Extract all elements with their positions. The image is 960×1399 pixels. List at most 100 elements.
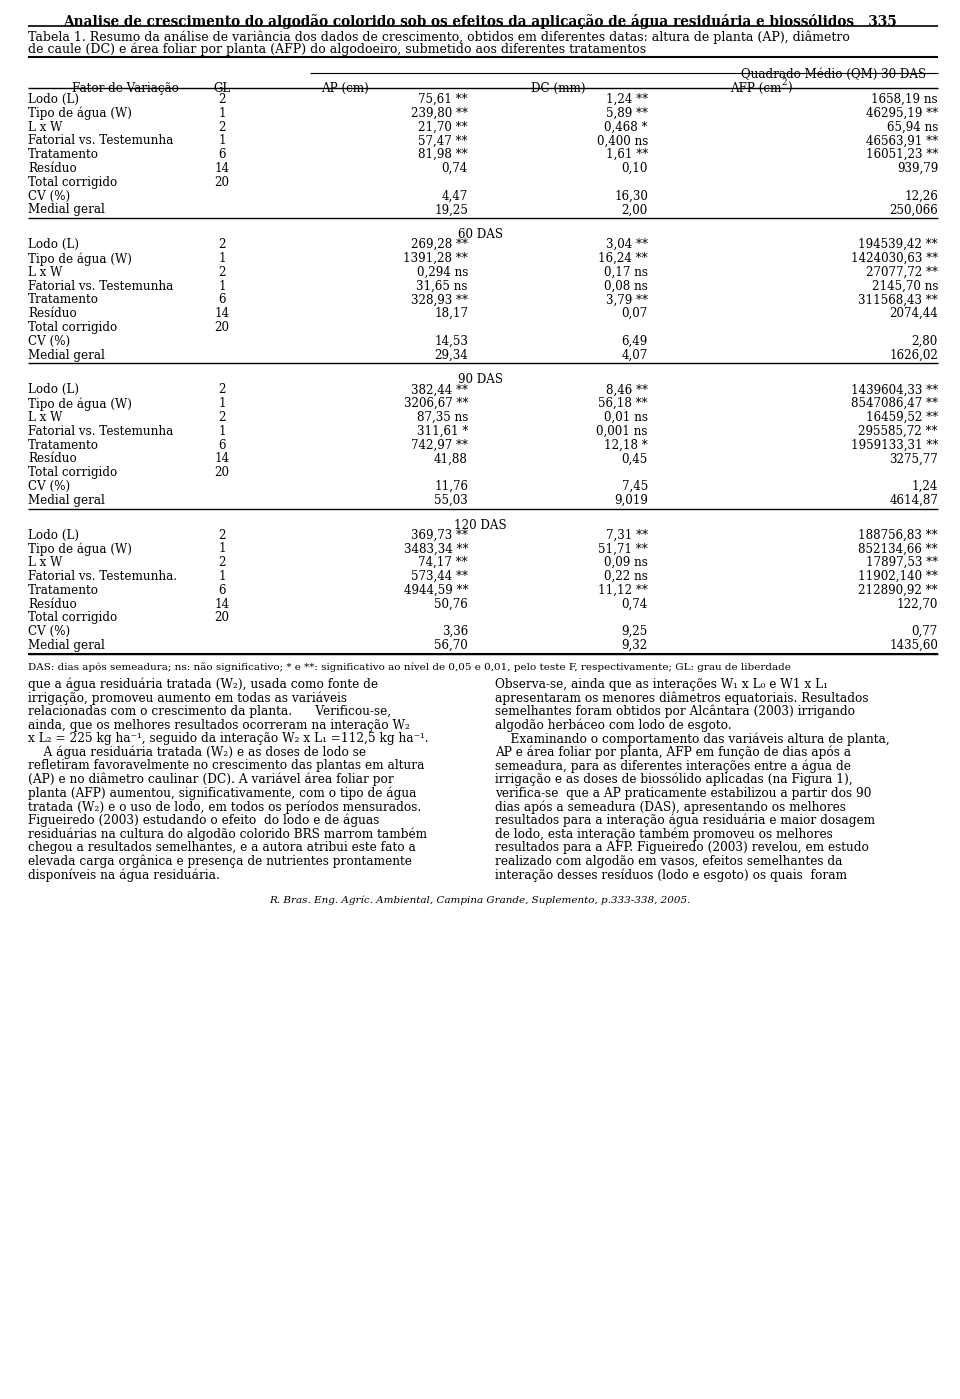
Text: AP e área foliar por planta, AFP em função de dias após a: AP e área foliar por planta, AFP em funç… — [495, 746, 852, 760]
Text: 46295,19 **: 46295,19 ** — [866, 106, 938, 120]
Text: 1391,28 **: 1391,28 ** — [403, 252, 468, 264]
Text: 14: 14 — [214, 452, 229, 466]
Text: Observa-se, ainda que as interações W₁ x L₀ e W1 x L₁: Observa-se, ainda que as interações W₁ x… — [495, 677, 828, 691]
Text: ): ) — [787, 83, 792, 95]
Text: 55,03: 55,03 — [434, 494, 468, 506]
Text: Tabela 1. Resumo da análise de variância dos dados de crescimento, obtidos em di: Tabela 1. Resumo da análise de variância… — [28, 31, 850, 45]
Text: 6: 6 — [218, 439, 226, 452]
Text: 369,73 **: 369,73 ** — [411, 529, 468, 541]
Text: dias após a semeadura (DAS), apresentando os melhores: dias após a semeadura (DAS), apresentand… — [495, 800, 846, 814]
Text: interação desses resíduos (lodo e esgoto) os quais  foram: interação desses resíduos (lodo e esgoto… — [495, 869, 847, 881]
Text: 1424030,63 **: 1424030,63 ** — [851, 252, 938, 264]
Text: Resíduo: Resíduo — [28, 308, 77, 320]
Text: 60 DAS: 60 DAS — [458, 228, 502, 241]
Text: L x W: L x W — [28, 120, 62, 133]
Text: Tratamento: Tratamento — [28, 439, 99, 452]
Text: 0,10: 0,10 — [622, 162, 648, 175]
Text: 6: 6 — [218, 294, 226, 306]
Text: 5,89 **: 5,89 ** — [606, 106, 648, 120]
Text: Total corrigido: Total corrigido — [28, 320, 117, 334]
Text: 1: 1 — [218, 134, 226, 147]
Text: 0,001 ns: 0,001 ns — [596, 425, 648, 438]
Text: 19,25: 19,25 — [434, 203, 468, 217]
Text: DC (mm): DC (mm) — [531, 83, 586, 95]
Text: 4944,59 **: 4944,59 ** — [403, 583, 468, 597]
Text: 1: 1 — [218, 569, 226, 583]
Text: 0,400 ns: 0,400 ns — [596, 134, 648, 147]
Text: Medial geral: Medial geral — [28, 494, 105, 506]
Text: algodão herbáceo com lodo de esgoto.: algodão herbáceo com lodo de esgoto. — [495, 719, 732, 732]
Text: 56,70: 56,70 — [434, 639, 468, 652]
Text: 2: 2 — [218, 238, 226, 252]
Text: 2: 2 — [218, 383, 226, 396]
Text: 2: 2 — [781, 78, 786, 87]
Text: de caule (DC) e área foliar por planta (AFP) do algodoeiro, submetido aos difere: de caule (DC) e área foliar por planta (… — [28, 43, 646, 56]
Text: 20: 20 — [214, 176, 229, 189]
Text: CV (%): CV (%) — [28, 480, 70, 492]
Text: 20: 20 — [214, 611, 229, 624]
Text: 573,44 **: 573,44 ** — [411, 569, 468, 583]
Text: Lodo (L): Lodo (L) — [28, 529, 79, 541]
Text: 1658,19 ns: 1658,19 ns — [872, 92, 938, 106]
Text: Fatorial vs. Testemunha: Fatorial vs. Testemunha — [28, 134, 173, 147]
Text: Figueiredo (2003) estudando o efeito  do lodo e de águas: Figueiredo (2003) estudando o efeito do … — [28, 814, 379, 827]
Text: 2: 2 — [218, 266, 226, 278]
Text: Tipo de água (W): Tipo de água (W) — [28, 252, 132, 266]
Text: 0,22 ns: 0,22 ns — [604, 569, 648, 583]
Text: verifica-se  que a AP praticamente estabilizou a partir dos 90: verifica-se que a AP praticamente estabi… — [495, 786, 872, 800]
Text: AP (cm): AP (cm) — [322, 83, 369, 95]
Text: 3206,67 **: 3206,67 ** — [403, 397, 468, 410]
Text: 0,45: 0,45 — [622, 452, 648, 466]
Text: 295585,72 **: 295585,72 ** — [858, 425, 938, 438]
Text: 51,71 **: 51,71 ** — [598, 543, 648, 555]
Text: resultados para a AFP. Figueiredo (2003) revelou, em estudo: resultados para a AFP. Figueiredo (2003)… — [495, 841, 869, 853]
Text: 9,32: 9,32 — [622, 639, 648, 652]
Text: R. Bras. Eng. Agríc. Ambiental, Campina Grande, Suplemento, p.333-338, 2005.: R. Bras. Eng. Agríc. Ambiental, Campina … — [270, 895, 690, 905]
Text: Lodo (L): Lodo (L) — [28, 92, 79, 106]
Text: 27077,72 **: 27077,72 ** — [866, 266, 938, 278]
Text: 2,00: 2,00 — [622, 203, 648, 217]
Text: 2: 2 — [218, 120, 226, 133]
Text: 75,61 **: 75,61 ** — [419, 92, 468, 106]
Text: 1,24 **: 1,24 ** — [606, 92, 648, 106]
Text: 0,468 *: 0,468 * — [605, 120, 648, 133]
Text: 3,36: 3,36 — [442, 625, 468, 638]
Text: Tratamento: Tratamento — [28, 294, 99, 306]
Text: Fatorial vs. Testemunha: Fatorial vs. Testemunha — [28, 425, 173, 438]
Text: semelhantes foram obtidos por Alcântara (2003) irrigando: semelhantes foram obtidos por Alcântara … — [495, 705, 855, 719]
Text: Fatorial vs. Testemunha: Fatorial vs. Testemunha — [28, 280, 173, 292]
Text: Resíduo: Resíduo — [28, 162, 77, 175]
Text: 9,25: 9,25 — [622, 625, 648, 638]
Text: 212890,92 **: 212890,92 ** — [858, 583, 938, 597]
Text: 0,74: 0,74 — [442, 162, 468, 175]
Text: Lodo (L): Lodo (L) — [28, 238, 79, 252]
Text: 74,17 **: 74,17 ** — [419, 557, 468, 569]
Text: Medial geral: Medial geral — [28, 639, 105, 652]
Text: 41,88: 41,88 — [434, 452, 468, 466]
Text: 81,98 **: 81,98 ** — [419, 148, 468, 161]
Text: 0,17 ns: 0,17 ns — [604, 266, 648, 278]
Text: 7,45: 7,45 — [622, 480, 648, 492]
Text: 2: 2 — [218, 411, 226, 424]
Text: (AP) e no diâmetro caulinar (DC). A variável área foliar por: (AP) e no diâmetro caulinar (DC). A vari… — [28, 774, 394, 786]
Text: Quadrado Médio (QM) 30 DAS: Quadrado Médio (QM) 30 DAS — [741, 69, 926, 81]
Text: 1435,60: 1435,60 — [889, 639, 938, 652]
Text: 21,70 **: 21,70 ** — [419, 120, 468, 133]
Text: L x W: L x W — [28, 557, 62, 569]
Text: 12,18 *: 12,18 * — [604, 439, 648, 452]
Text: elevada carga orgânica e presença de nutrientes prontamente: elevada carga orgânica e presença de nut… — [28, 855, 412, 869]
Text: chegou a resultados semelhantes, e a autora atribui este fato a: chegou a resultados semelhantes, e a aut… — [28, 841, 416, 853]
Text: 328,93 **: 328,93 ** — [411, 294, 468, 306]
Text: que a água residuária tratada (W₂), usada como fonte de: que a água residuária tratada (W₂), usad… — [28, 677, 378, 691]
Text: 1: 1 — [218, 280, 226, 292]
Text: 9,019: 9,019 — [614, 494, 648, 506]
Text: 7,31 **: 7,31 ** — [606, 529, 648, 541]
Text: 311,61 *: 311,61 * — [417, 425, 468, 438]
Text: 311568,43 **: 311568,43 ** — [858, 294, 938, 306]
Text: 6,49: 6,49 — [622, 334, 648, 348]
Text: L x W: L x W — [28, 266, 62, 278]
Text: Analise de crescimento do algodão colorido sob os efeitos da aplicação de água r: Analise de crescimento do algodão colori… — [63, 14, 897, 29]
Text: 56,18 **: 56,18 ** — [598, 397, 648, 410]
Text: irrigação e as doses de biossólido aplicadas (na Figura 1),: irrigação e as doses de biossólido aplic… — [495, 774, 852, 786]
Text: 1,61 **: 1,61 ** — [606, 148, 648, 161]
